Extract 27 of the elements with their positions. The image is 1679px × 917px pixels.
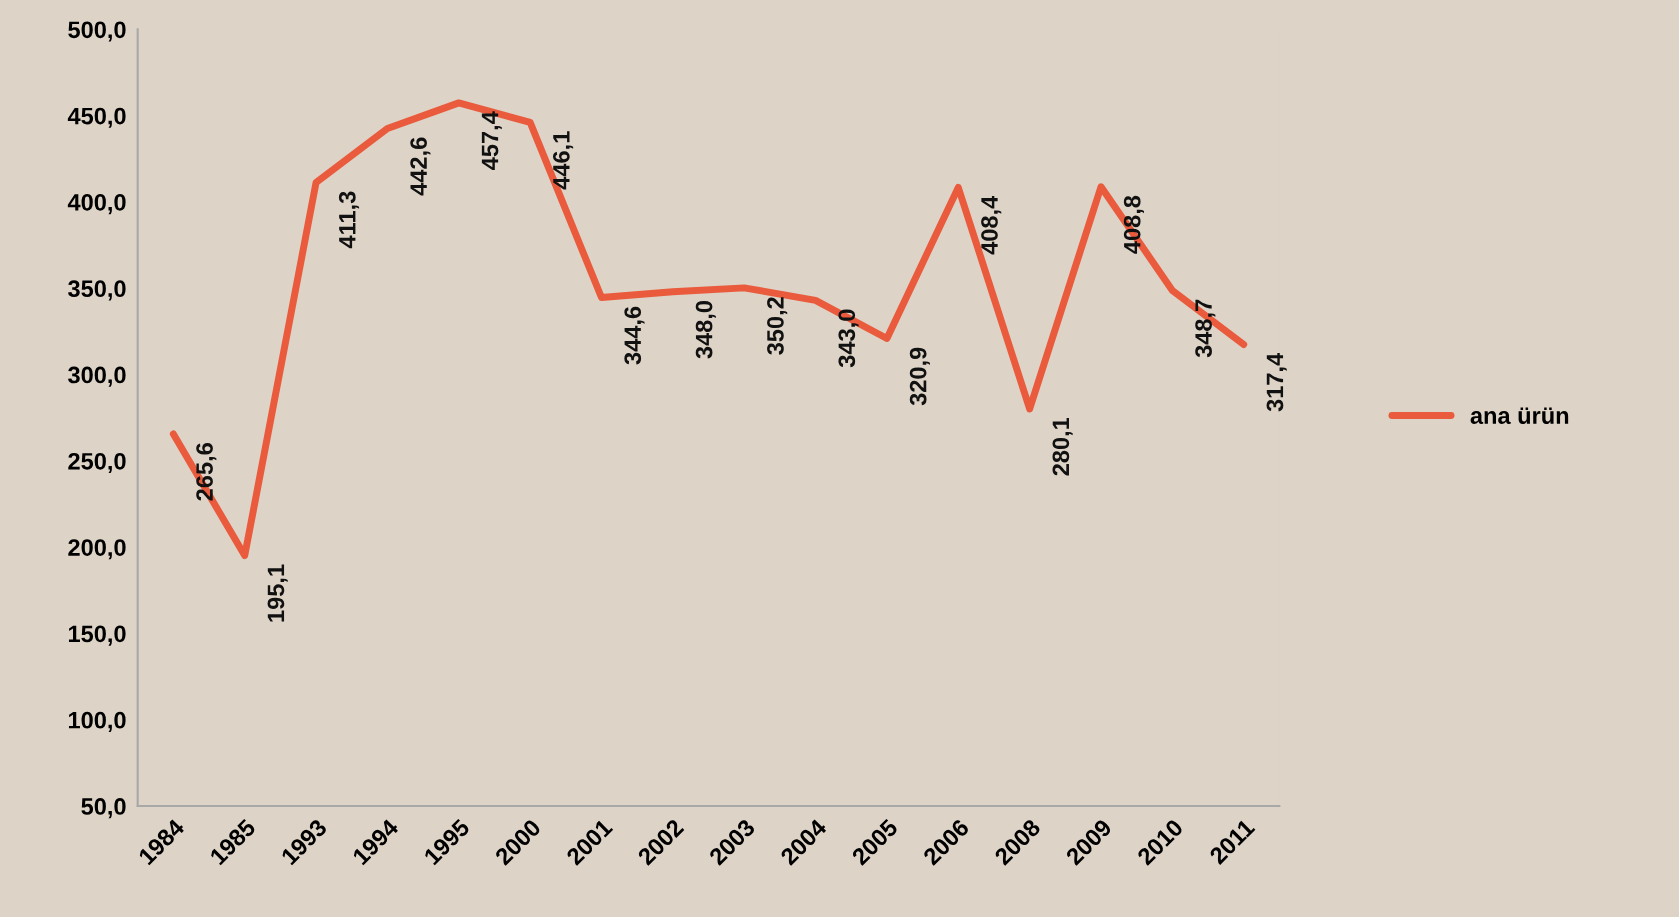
data-label: 408,4 [981,195,1002,255]
y-tick-label: 150,0 [68,625,126,646]
y-tick-label: 400,0 [67,194,126,215]
y-tick-label: 100,0 [68,711,126,732]
data-label: 411,3 [338,191,360,249]
y-tick-label: 200,0 [68,539,126,560]
data-label: 446,1 [552,131,574,190]
data-label: 408,8 [1123,195,1144,254]
y-tick-label: 350,0 [68,280,126,301]
data-label: 442,6 [410,137,431,196]
data-label: 348,7 [1195,299,1216,358]
data-label: 317,4 [1266,352,1287,412]
data-label: 344,6 [624,306,645,365]
y-tick-label: 300,0 [68,366,126,387]
data-label: 320,9 [909,347,930,406]
y-tick-label: 450,0 [67,107,126,128]
y-tick-label: 500,0 [68,21,126,42]
data-label: 280,1 [1052,417,1073,476]
y-tick-label: 50,0 [81,798,126,819]
data-label: 457,4 [481,111,502,170]
y-tick-label: 250,0 [68,452,126,474]
data-label: 265,6 [196,443,217,501]
data-label: 343,0 [838,309,859,368]
data-label: 350,2 [767,297,788,355]
data-label: 195,1 [267,564,288,622]
legend-label: ana ürün [1470,407,1569,425]
data-label: 348,0 [695,300,716,359]
